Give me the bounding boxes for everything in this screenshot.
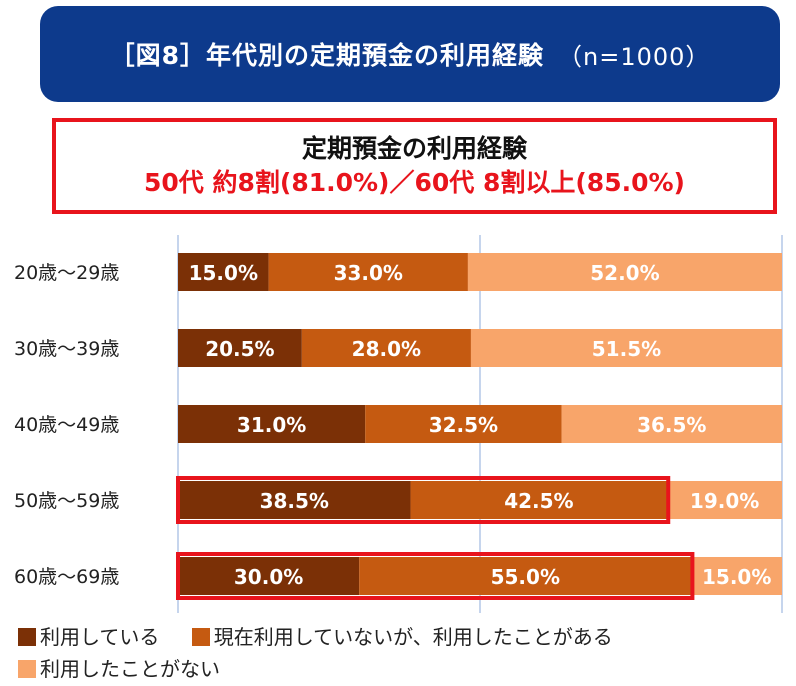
bar-used-5 [178, 557, 360, 595]
bar-used-4 [178, 481, 411, 519]
category-label-2: 30歳～39歳 [14, 338, 119, 360]
data-label-never-used-2: 51.5% [592, 337, 661, 361]
legend-swatch-used-before [191, 628, 210, 646]
data-label-never-used-3: 36.5% [637, 413, 706, 437]
bar-used-1 [178, 253, 269, 291]
legend-item-used: 利用している [18, 622, 159, 652]
data-label-used-before-1: 33.0% [334, 261, 403, 285]
legend-label-never-used: 利用したことがない [40, 657, 220, 681]
data-label-used-2: 20.5% [205, 337, 274, 361]
bar-never-used-5 [691, 557, 782, 595]
legend-swatch-used [18, 628, 36, 646]
data-label-used-4: 38.5% [260, 489, 329, 513]
data-label-never-used-1: 52.0% [590, 261, 659, 285]
bar-used-2 [178, 329, 302, 367]
bar-used-before-3 [365, 405, 562, 443]
legend-item-never-used: 利用したことがない [18, 654, 220, 684]
bar-used-before-5 [359, 557, 692, 595]
bar-never-used-4 [667, 481, 782, 519]
data-label-used-5: 30.0% [234, 565, 303, 589]
data-label-never-used-4: 19.0% [690, 489, 759, 513]
bar-never-used-3 [561, 405, 782, 443]
highlight-box: 定期預金の利用経験 50代 約8割(81.0%)／60代 8割以上(85.0%) [52, 118, 777, 214]
highlight-frame-4 [176, 476, 671, 524]
bar-used-before-4 [410, 481, 668, 519]
legend-label-used: 利用している [40, 625, 160, 649]
highlight-summary: 50代 約8割(81.0%)／60代 8割以上(85.0%) [144, 168, 685, 197]
category-label-1: 20歳～29歳 [14, 262, 119, 284]
legend-item-used-before: 現在利用していないが、利用したことがある [191, 622, 613, 652]
chart-title: ［図8］年代別の定期預金の利用経験 [109, 41, 544, 70]
category-label-3: 40歳～49歳 [14, 414, 119, 436]
highlight-frame-5 [176, 552, 695, 600]
legend-swatch-never-used [18, 660, 36, 678]
data-label-used-before-3: 32.5% [429, 413, 498, 437]
category-label-5: 60歳～69歳 [14, 566, 119, 588]
bar-never-used-2 [470, 329, 782, 367]
bar-used-before-2 [301, 329, 471, 367]
bar-used-3 [178, 405, 366, 443]
legend: 利用している 現在利用していないが、利用したことがある 利用したことがない [18, 622, 788, 686]
data-label-never-used-5: 15.0% [702, 565, 771, 589]
category-label-4: 50歳～59歳 [14, 490, 119, 512]
data-label-used-before-5: 55.0% [491, 565, 560, 589]
data-label-used-3: 31.0% [237, 413, 306, 437]
legend-label-used-before: 現在利用していないが、利用したことがある [213, 625, 613, 649]
sample-size: （n=1000） [558, 42, 711, 71]
data-label-used-before-4: 42.5% [504, 489, 573, 513]
bar-never-used-1 [467, 253, 782, 291]
stacked-bar-chart: 20歳～29歳 15.0% 33.0% 52.0% 30歳～39歳 20.5% 28.0% 5… [14, 235, 783, 613]
bar-used-before-1 [268, 253, 468, 291]
chart-title-banner: ［図8］年代別の定期預金の利用経験 （n=1000） [40, 6, 780, 102]
highlight-heading: 定期預金の利用経験 [301, 134, 527, 163]
data-label-used-1: 15.0% [189, 261, 258, 285]
data-label-used-before-2: 28.0% [352, 337, 421, 361]
